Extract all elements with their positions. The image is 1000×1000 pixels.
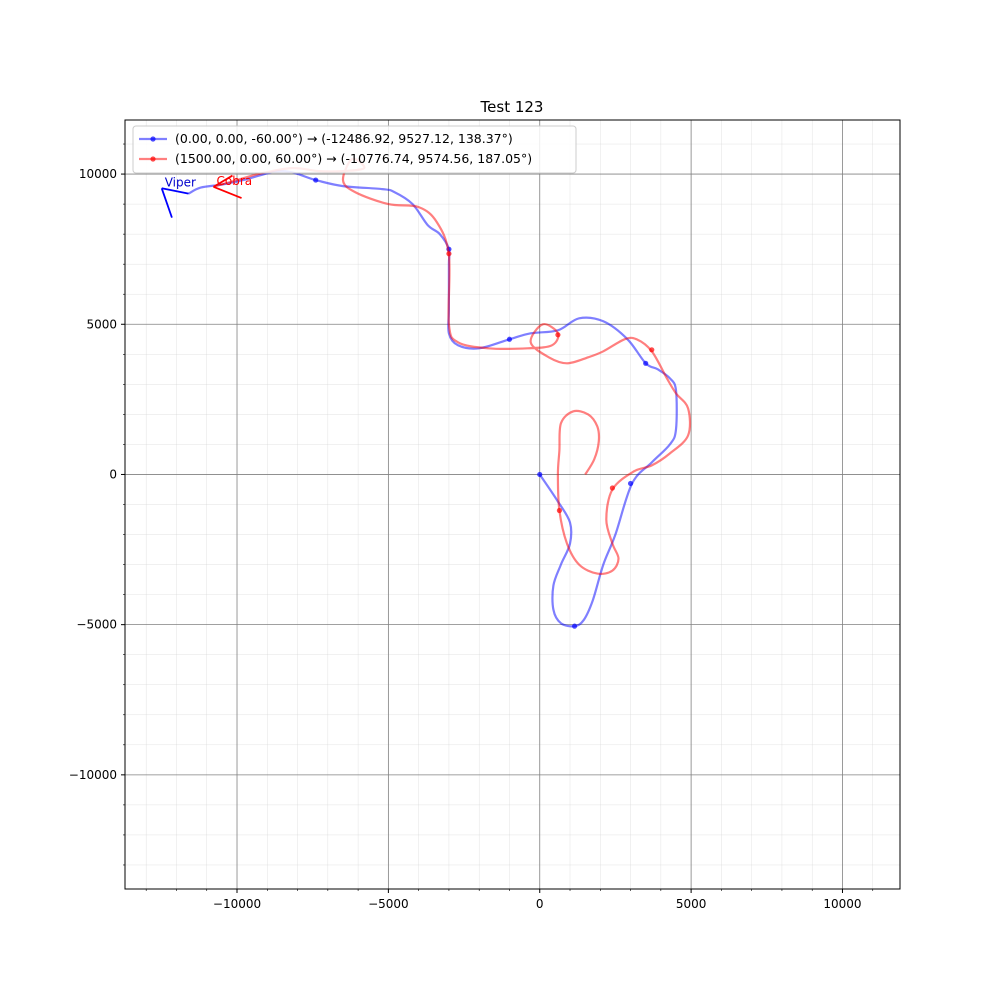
y-tick-label: 0 [109, 467, 117, 481]
x-tick-label: 0 [536, 897, 544, 911]
series-point [649, 347, 655, 353]
x-tick-label: 10000 [823, 897, 861, 911]
series-point [446, 251, 452, 257]
y-tick-label: 10000 [79, 167, 117, 181]
heading-arrow [161, 187, 189, 195]
series-2 [213, 157, 692, 576]
legend-entry-label: (1500.00, 0.00, 60.00°) → (-10776.74, 95… [175, 151, 532, 166]
series-point [609, 485, 616, 491]
heading-arrow [213, 174, 233, 188]
heading-arrow [160, 187, 173, 218]
annotation-layer: Viper Cobra [160, 174, 252, 218]
legend-swatch-marker [150, 156, 156, 162]
x-tick-label: 5000 [676, 897, 707, 911]
y-tick-label: 5000 [86, 317, 117, 331]
series-1 [188, 170, 678, 629]
heading-arrow [213, 186, 242, 199]
series-point [627, 480, 634, 487]
series-point [555, 332, 561, 338]
axis-ticks: −10000 −5000 0 5000 10000 −10000 −5000 0 5000 100… [69, 143, 874, 911]
legend-box [132, 125, 577, 174]
series-point [571, 623, 578, 629]
x-tick-label: −10000 [213, 897, 261, 911]
chart-title: Test 123 [480, 98, 544, 116]
agent-label: Viper [165, 175, 196, 189]
legend-swatch-marker [150, 136, 156, 142]
series-point [556, 507, 563, 514]
series-point [537, 471, 543, 478]
series-layer [188, 157, 692, 629]
y-tick-label: −10000 [69, 768, 117, 782]
series-point [643, 360, 649, 366]
series-point [313, 177, 319, 183]
agent-label: Cobra [216, 174, 252, 188]
legend: (0.00, 0.00, -60.00°) → (-12486.92, 9527… [132, 125, 577, 174]
y-tick-label: −5000 [76, 618, 117, 632]
series-line [188, 170, 678, 628]
legend-entry-label: (0.00, 0.00, -60.00°) → (-12486.92, 9527… [175, 131, 513, 146]
series-point [506, 336, 513, 342]
x-tick-label: −5000 [368, 897, 409, 911]
